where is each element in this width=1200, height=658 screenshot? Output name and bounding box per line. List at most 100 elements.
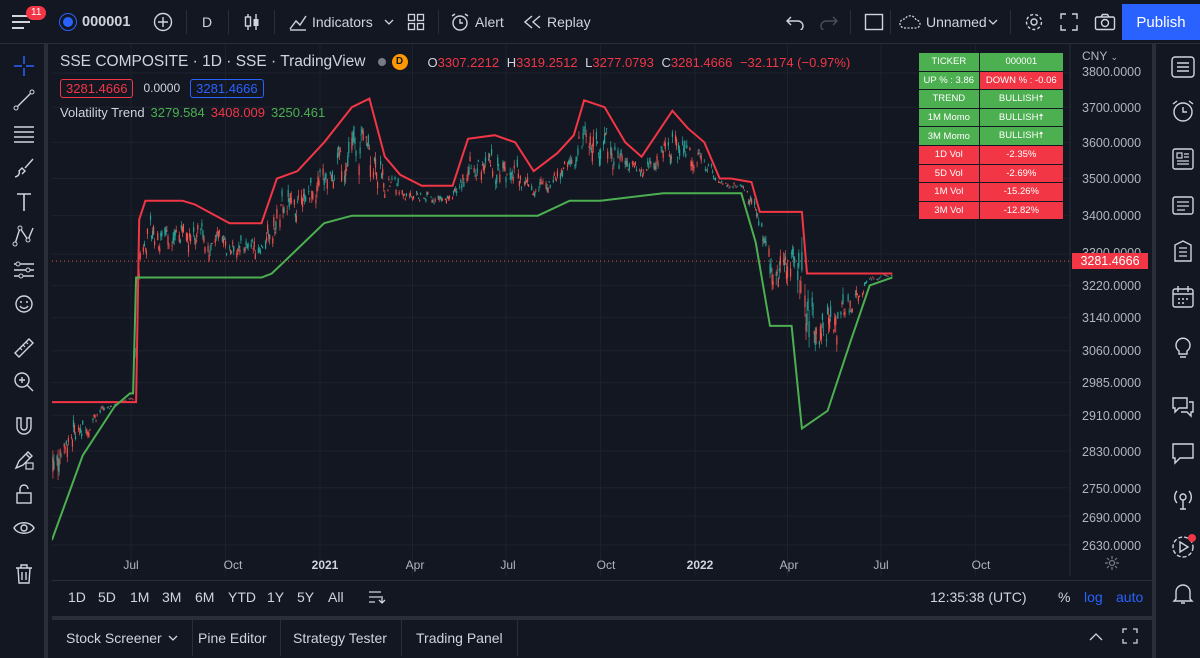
- log-toggle[interactable]: log: [1084, 589, 1103, 605]
- data-window-icon[interactable]: [1168, 236, 1198, 266]
- auto-toggle[interactable]: auto: [1116, 589, 1144, 605]
- candle-body: [221, 236, 224, 242]
- settings-button[interactable]: [1024, 0, 1044, 44]
- chevron-down-icon[interactable]: [384, 0, 394, 44]
- chart-type-button[interactable]: [242, 0, 262, 44]
- eye-icon[interactable]: [10, 514, 38, 542]
- snapshot-button[interactable]: [1094, 0, 1116, 44]
- candle-body: [891, 275, 893, 277]
- range-button-3m[interactable]: 3M: [162, 589, 182, 605]
- trash-icon[interactable]: [10, 560, 38, 588]
- info-table-value: -2.69%: [978, 163, 1065, 184]
- maximize-panel-icon[interactable]: [1122, 628, 1138, 647]
- watchlist-icon[interactable]: [1168, 52, 1198, 82]
- alert-button[interactable]: Alert: [450, 0, 504, 44]
- fullscreen-button[interactable]: [1060, 0, 1078, 44]
- candle-body: [876, 279, 878, 280]
- range-button-all[interactable]: All: [328, 589, 344, 605]
- smiley-icon[interactable]: [10, 290, 38, 318]
- percent-toggle[interactable]: %: [1058, 589, 1071, 605]
- prediction-icon[interactable]: [10, 256, 38, 284]
- candle-body: [842, 294, 844, 304]
- compare-symbol-button[interactable]: [153, 0, 173, 44]
- alerts-icon[interactable]: [1168, 96, 1198, 126]
- collapse-panel-icon[interactable]: [1088, 628, 1104, 647]
- lock-icon[interactable]: [10, 480, 38, 508]
- templates-button[interactable]: [407, 0, 425, 44]
- price-axis-label: 3800.0000: [1082, 65, 1142, 79]
- candle-body: [346, 165, 348, 167]
- candle-body: [165, 230, 167, 235]
- candle-body: [132, 399, 134, 401]
- brush-icon[interactable]: [10, 154, 38, 182]
- candle-body: [740, 185, 742, 187]
- candle-body: [669, 156, 671, 164]
- range-button-ytd[interactable]: YTD: [228, 589, 256, 605]
- calendar-icon[interactable]: [1168, 282, 1198, 312]
- zoom-in-icon[interactable]: [10, 368, 38, 396]
- range-button-6m[interactable]: 6M: [195, 589, 215, 605]
- chats-icon[interactable]: [1168, 392, 1198, 422]
- symbol-search[interactable]: 000001: [60, 0, 130, 44]
- streams-icon[interactable]: [1168, 484, 1198, 514]
- range-button-1y[interactable]: 1Y: [267, 589, 285, 605]
- candle-body: [684, 141, 686, 149]
- info-table-label: 3M Vol: [918, 200, 980, 221]
- magnet-icon[interactable]: [10, 412, 38, 440]
- ask-price-box[interactable]: 3281.4666: [190, 78, 264, 98]
- candle-body: [674, 135, 677, 142]
- tab-trading-panel[interactable]: Trading Panel: [402, 620, 518, 656]
- select-area-button[interactable]: [864, 0, 884, 44]
- fib-retracement-icon[interactable]: [10, 120, 38, 148]
- tab-stock-screener[interactable]: Stock Screener: [52, 620, 193, 656]
- candle-body: [596, 142, 599, 144]
- tab-strategy-tester[interactable]: Strategy Tester: [279, 620, 402, 656]
- ideas-stream-icon[interactable]: [1168, 190, 1198, 220]
- candle-body: [411, 198, 414, 200]
- candle-body: [649, 157, 651, 164]
- candle-body: [74, 436, 77, 440]
- candle-body: [481, 164, 483, 166]
- crosshair-icon[interactable]: [10, 52, 38, 80]
- candle-body: [87, 432, 89, 436]
- info-table-row: UP % : 3.86 DOWN % : -0.06: [918, 70, 1065, 91]
- replay-button[interactable]: Replay: [524, 0, 591, 44]
- ruler-icon[interactable]: [10, 334, 38, 362]
- news-icon[interactable]: [1168, 144, 1198, 174]
- video-notifications-icon[interactable]: [1168, 532, 1198, 562]
- clock-label[interactable]: 12:35:38 (UTC): [930, 589, 1027, 605]
- messages-icon[interactable]: [1168, 438, 1198, 468]
- chevron-down-icon[interactable]: [988, 0, 998, 44]
- axis-settings-icon[interactable]: [1105, 556, 1119, 573]
- candle-body: [886, 275, 888, 277]
- lock-drawings-icon[interactable]: [10, 446, 38, 474]
- trend-line-icon[interactable]: [10, 86, 38, 114]
- symbol-title[interactable]: SSE COMPOSITE · 1D · SSE · TradingView: [60, 53, 366, 70]
- undo-button[interactable]: [786, 0, 804, 44]
- range-button-1d[interactable]: 1D: [68, 589, 86, 605]
- candle-body: [833, 330, 835, 331]
- pattern-icon[interactable]: [10, 222, 38, 250]
- lightbulb-icon[interactable]: [1168, 332, 1198, 362]
- range-button-5y[interactable]: 5Y: [297, 589, 315, 605]
- indicator-name[interactable]: Volatility Trend: [60, 104, 145, 120]
- range-button-1m[interactable]: 1M: [130, 589, 150, 605]
- publish-button[interactable]: Publish: [1122, 4, 1200, 40]
- interval-button[interactable]: D: [202, 14, 213, 30]
- bid-price-box[interactable]: 3281.4666: [60, 78, 134, 98]
- tab-pine-editor[interactable]: Pine Editor: [184, 620, 282, 656]
- candle-body: [319, 169, 321, 173]
- range-button-5d[interactable]: 5D: [98, 589, 116, 605]
- currency-selector[interactable]: CNY ⌄: [1082, 49, 1119, 63]
- candle-body: [276, 209, 278, 219]
- redo-button[interactable]: [820, 0, 838, 44]
- candle-body: [840, 312, 842, 315]
- candle-body: [605, 133, 607, 136]
- layout-name-button[interactable]: Unnamed: [898, 0, 987, 44]
- goto-date-icon[interactable]: [368, 589, 386, 610]
- notifications-bell-icon[interactable]: [1168, 578, 1198, 608]
- candle-body: [273, 217, 275, 227]
- text-tool-icon[interactable]: [10, 188, 38, 216]
- candle-body: [475, 178, 477, 180]
- indicators-button[interactable]: Indicators: [288, 0, 373, 44]
